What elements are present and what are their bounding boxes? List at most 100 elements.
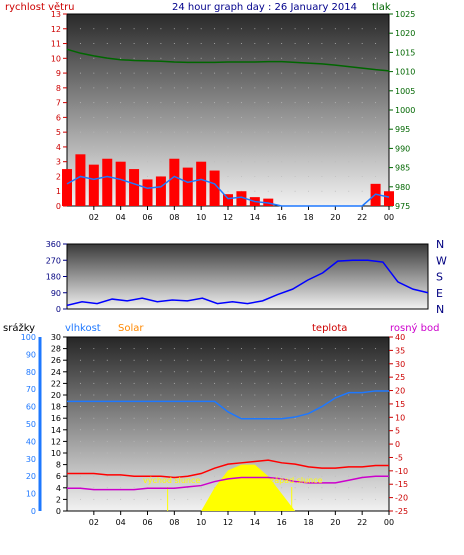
grid-dot bbox=[267, 348, 269, 350]
grid-dot bbox=[240, 371, 242, 373]
grid-dot bbox=[294, 452, 296, 454]
grid-dot bbox=[227, 57, 229, 59]
grid-dot bbox=[173, 87, 175, 89]
grid-dot bbox=[93, 102, 95, 104]
grid-dot bbox=[308, 102, 309, 104]
grid-dot bbox=[267, 452, 269, 454]
grid-dot bbox=[106, 87, 108, 89]
grid-dot bbox=[375, 116, 377, 118]
grid-dot bbox=[240, 394, 242, 396]
grid-dot bbox=[106, 429, 108, 431]
grid-dot bbox=[79, 57, 81, 59]
grid-dot bbox=[79, 382, 81, 384]
solar-label: Solar bbox=[118, 323, 144, 334]
grid-dot bbox=[375, 28, 377, 30]
grid-dot bbox=[200, 146, 202, 148]
grid-dot bbox=[160, 452, 162, 454]
grid-dot bbox=[308, 487, 309, 489]
solar-tick-label: 24 bbox=[51, 368, 61, 377]
grid-dot bbox=[214, 57, 216, 59]
x-tick-label: 16 bbox=[277, 518, 287, 527]
grid-dot bbox=[173, 116, 175, 118]
right-tick-label: 975 bbox=[395, 202, 410, 211]
solar-tick-label: 30 bbox=[51, 333, 61, 342]
x-tick-label: 22 bbox=[357, 518, 367, 527]
temp-tick-label: 10 bbox=[395, 413, 405, 422]
grid-dot bbox=[227, 102, 229, 104]
grid-dot bbox=[187, 87, 189, 89]
x-tick-label: 02 bbox=[89, 518, 99, 527]
wind-bar bbox=[129, 169, 140, 206]
solar-tick-label: 12 bbox=[51, 437, 61, 446]
grid-dot bbox=[361, 371, 363, 373]
grid-dot bbox=[160, 382, 162, 384]
grid-dot bbox=[200, 359, 202, 361]
grid-dot bbox=[321, 452, 323, 454]
grid-dot bbox=[308, 116, 309, 118]
x-tick-label: 06 bbox=[142, 518, 152, 527]
grid-dot bbox=[227, 394, 229, 396]
grid-dot bbox=[187, 498, 189, 500]
rain-tick-label: 30 bbox=[26, 455, 36, 464]
grid-dot bbox=[93, 487, 95, 489]
grid-dot bbox=[281, 371, 283, 373]
grid-dot bbox=[334, 371, 336, 373]
grid-dot bbox=[173, 440, 175, 442]
grid-dot bbox=[133, 440, 135, 442]
grid-dot bbox=[160, 440, 162, 442]
grid-dot bbox=[281, 440, 283, 442]
grid-dot bbox=[375, 498, 377, 500]
grid-dot bbox=[106, 464, 108, 466]
grid-dot bbox=[361, 464, 363, 466]
grid-dot bbox=[308, 440, 309, 442]
grid-dot bbox=[294, 87, 296, 89]
grid-dot bbox=[133, 371, 135, 373]
grid-dot bbox=[361, 440, 363, 442]
grid-dot bbox=[281, 116, 283, 118]
grid-dot bbox=[106, 417, 108, 419]
grid-dot bbox=[321, 161, 323, 163]
grid-dot bbox=[187, 72, 189, 74]
grid-dot bbox=[147, 452, 148, 454]
grid-dot bbox=[294, 131, 296, 133]
x-tick-label: 00 bbox=[384, 518, 394, 527]
grid-dot bbox=[133, 382, 135, 384]
x-tick-label: 18 bbox=[303, 213, 313, 222]
right-tick-label: 1000 bbox=[395, 106, 415, 115]
grid-dot bbox=[133, 161, 135, 163]
grid-dot bbox=[294, 146, 296, 148]
x-tick-label: 14 bbox=[250, 518, 260, 527]
grid-dot bbox=[200, 116, 202, 118]
grid-dot bbox=[79, 72, 81, 74]
header-left-label: rychlost větru bbox=[5, 1, 75, 13]
grid-dot bbox=[147, 348, 148, 350]
grid-dot bbox=[187, 57, 189, 59]
grid-dot bbox=[281, 146, 283, 148]
header-title: 24 hour graph day : 26 January 2014 bbox=[172, 2, 357, 13]
grid-dot bbox=[361, 72, 363, 74]
grid-dot bbox=[294, 406, 296, 408]
grid-dot bbox=[348, 417, 350, 419]
grid-dot bbox=[375, 72, 377, 74]
grid-dot bbox=[187, 102, 189, 104]
grid-dot bbox=[133, 498, 135, 500]
temp-tick-label: -5 bbox=[395, 453, 403, 462]
grid-dot bbox=[348, 475, 350, 477]
grid-dot bbox=[200, 57, 202, 59]
wind-bar bbox=[62, 169, 72, 206]
grid-dot bbox=[93, 429, 95, 431]
grid-dot bbox=[200, 131, 202, 133]
header-right-label: tlak bbox=[372, 2, 391, 13]
temperature-panel: 0102030405060708090100024681012141618202… bbox=[21, 333, 408, 527]
temperature-label: teplota bbox=[312, 323, 347, 334]
solar-tick-label: 26 bbox=[51, 356, 61, 365]
grid-dot bbox=[120, 406, 122, 408]
grid-dot bbox=[361, 452, 363, 454]
grid-dot bbox=[200, 406, 202, 408]
grid-dot bbox=[173, 348, 175, 350]
grid-dot bbox=[147, 406, 148, 408]
left-tick-label: 10 bbox=[51, 54, 61, 63]
grid-dot bbox=[308, 72, 309, 74]
grid-dot bbox=[93, 87, 95, 89]
grid-dot bbox=[187, 116, 189, 118]
